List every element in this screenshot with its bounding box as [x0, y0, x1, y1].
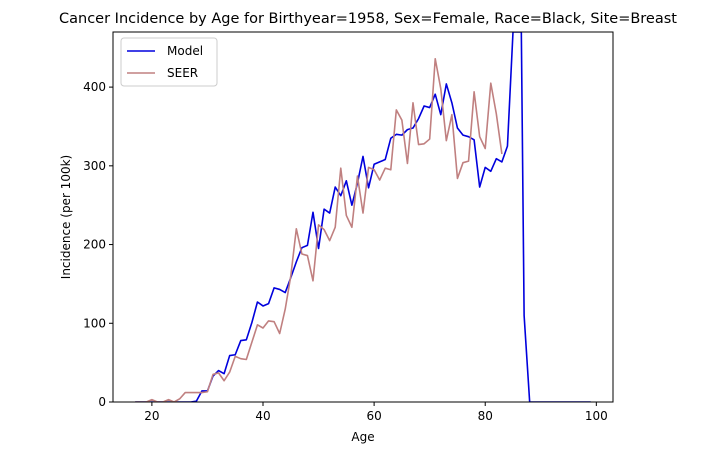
y-tick-label: 400	[83, 80, 106, 94]
legend-label-model: Model	[167, 44, 203, 58]
y-tick-label: 0	[98, 395, 106, 409]
y-tick-label: 300	[83, 159, 106, 173]
series-line-seer	[135, 57, 503, 402]
legend-label-seer: SEER	[167, 66, 198, 80]
y-axis: 0 100 200 300 400	[83, 80, 113, 409]
x-tick-label: 60	[366, 409, 381, 423]
legend: Model SEER	[120, 37, 218, 87]
y-tick-label: 200	[83, 238, 106, 252]
y-tick-label: 100	[83, 316, 106, 330]
plot-frame	[112, 31, 614, 403]
x-tick-label: 80	[478, 409, 493, 423]
plot-area	[112, 31, 614, 403]
x-axis: 20 40 60 80 100	[144, 402, 608, 423]
y-axis-label: Incidence (per 100k)	[59, 155, 73, 279]
x-tick-label: 40	[255, 409, 270, 423]
x-axis-label: Age	[351, 430, 374, 444]
x-tick-label: 20	[144, 409, 159, 423]
series-line-model	[135, 32, 591, 402]
chart-title: Cancer Incidence by Age for Birthyear=19…	[59, 11, 677, 27]
x-tick-label: 100	[585, 409, 608, 423]
legend-box	[120, 37, 218, 87]
